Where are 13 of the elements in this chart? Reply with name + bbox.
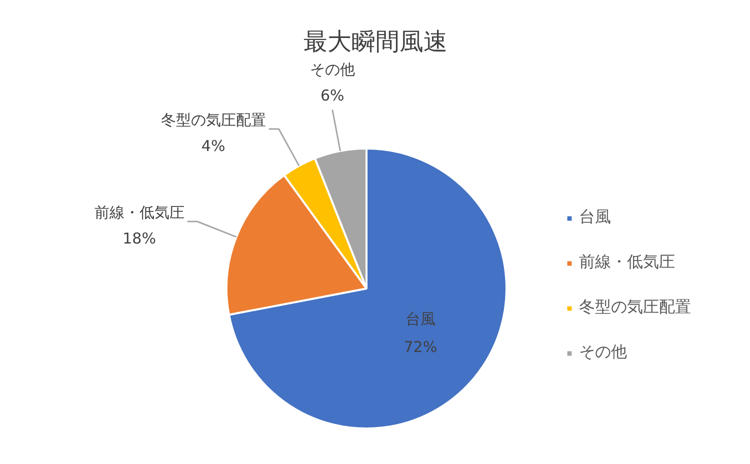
- data-label: 72%: [404, 338, 438, 356]
- slice-label: 冬型の気圧配置: [160, 111, 266, 130]
- legend-label: その他: [579, 342, 627, 363]
- data-label: 4%: [201, 137, 226, 156]
- legend-label: 前線・低気圧: [579, 252, 675, 273]
- data-label: 6%: [320, 86, 344, 105]
- legend-label: 台風: [579, 207, 611, 228]
- legend-label: 冬型の気圧配置: [579, 297, 691, 318]
- slice-label: その他: [310, 60, 355, 79]
- chart-title: 最大瞬間風速: [304, 28, 448, 56]
- data-label: 18%: [122, 230, 156, 248]
- slice-label: 台風: [405, 310, 436, 328]
- slice-label: 前線・低気圧: [94, 204, 184, 222]
